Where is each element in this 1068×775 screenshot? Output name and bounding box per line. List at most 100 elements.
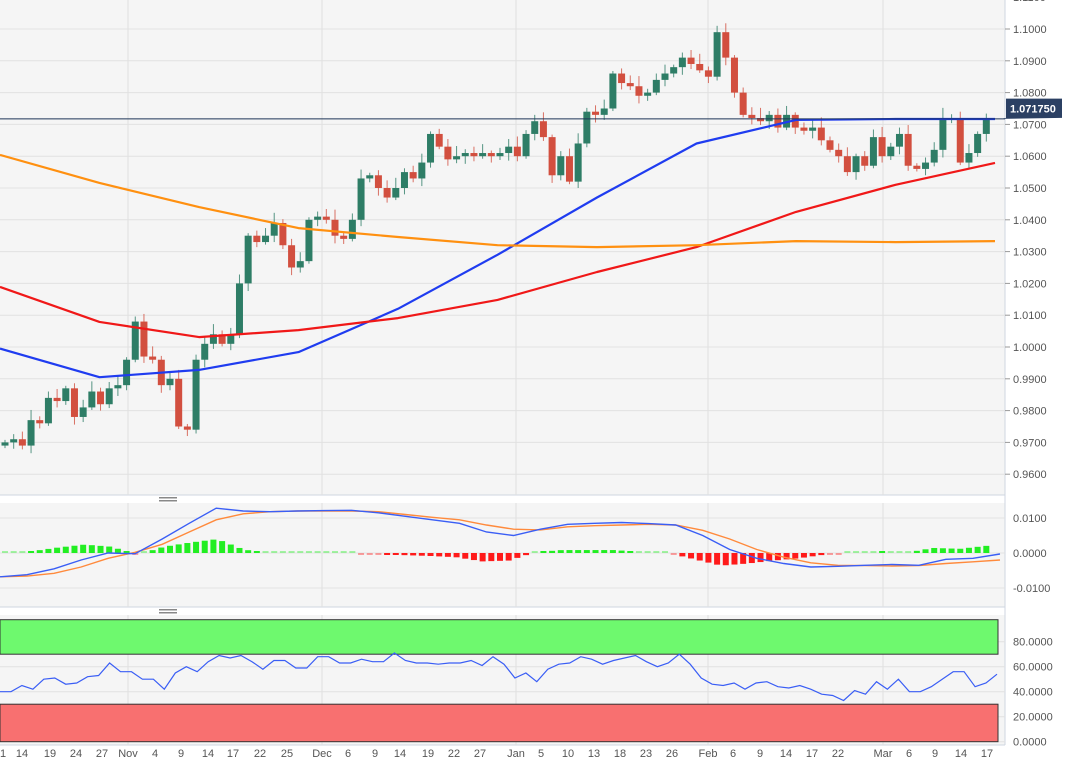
candle-body — [531, 121, 539, 134]
candle — [218, 330, 226, 347]
candle — [453, 146, 461, 164]
macd-histogram-bar — [158, 547, 165, 553]
macd-histogram-bar — [410, 553, 417, 556]
candle-body — [131, 321, 139, 360]
y-tick-label: 1.0800 — [1013, 88, 1047, 100]
macd-histogram-bar — [514, 553, 521, 558]
candle — [322, 208, 330, 224]
x-tick-label: Mar — [874, 748, 893, 760]
macd-histogram-bar — [88, 545, 95, 553]
candle-body — [574, 143, 582, 182]
macd-histogram-bar — [905, 551, 912, 553]
candle — [192, 354, 200, 434]
candle-body — [279, 222, 287, 246]
rsi-line-path — [0, 652, 998, 702]
candle — [704, 66, 712, 84]
candle-body — [427, 133, 435, 163]
macd-histogram-bar — [219, 541, 226, 553]
candle — [809, 119, 817, 139]
candle — [913, 163, 921, 172]
x-tick-label: 6 — [345, 748, 351, 760]
candle — [513, 136, 521, 162]
x-tick-label: 18 — [614, 748, 626, 760]
candle-body — [418, 162, 426, 179]
candle — [357, 169, 365, 227]
macd-histogram-bar — [618, 550, 625, 553]
candle-body — [262, 235, 270, 243]
macd-histogram-bar — [931, 547, 938, 553]
candle-body — [209, 334, 217, 344]
candle — [88, 381, 96, 410]
candle — [626, 75, 634, 91]
resize-handle-icon[interactable] — [159, 497, 177, 502]
candle-body — [956, 118, 964, 163]
oversold-zone — [0, 703, 999, 743]
candle — [166, 372, 174, 391]
candle-body — [869, 137, 877, 166]
candle — [774, 108, 782, 133]
candle-body — [757, 118, 765, 122]
macd-histogram-bar — [19, 551, 26, 553]
candle — [869, 129, 877, 169]
macd-histogram-bar — [540, 551, 547, 553]
candle-body — [539, 121, 547, 138]
candle — [418, 153, 426, 187]
macd-histogram-bar — [279, 551, 286, 553]
candle-body — [982, 118, 990, 134]
candle — [826, 136, 834, 153]
macd-histogram-bar — [305, 551, 312, 553]
macd-histogram-bar — [627, 551, 634, 553]
candle-body — [1, 442, 9, 446]
macd-histogram-bar — [71, 545, 78, 553]
candle — [175, 369, 183, 430]
candle — [487, 150, 495, 163]
candle — [435, 128, 443, 150]
candle-body — [97, 391, 105, 405]
last-price-marker: 1.071750 — [0, 98, 1062, 120]
candle — [748, 107, 756, 125]
x-tick-label: 22 — [832, 748, 844, 760]
macd-histogram-bar — [731, 553, 738, 565]
candle-body — [44, 397, 52, 424]
candle-body — [340, 235, 348, 239]
candle-body — [939, 118, 947, 150]
candle — [730, 55, 738, 98]
candle-body — [88, 391, 96, 408]
candle-body — [730, 57, 738, 93]
x-tick-label: 9 — [178, 748, 184, 760]
macd-histogram-bar — [705, 553, 712, 563]
x-tick-label: 10 — [562, 748, 574, 760]
candle-body — [331, 219, 339, 236]
candle-body — [400, 172, 408, 188]
macd-histogram-bar — [340, 551, 347, 553]
candle — [331, 209, 339, 244]
candle — [288, 238, 296, 276]
resize-handle-icon[interactable] — [159, 609, 177, 614]
candle-body — [609, 73, 617, 109]
macd-histogram-bar — [688, 553, 695, 559]
candle-body — [123, 359, 131, 386]
macd-histogram — [2, 539, 990, 566]
candle-body — [548, 137, 556, 176]
candle — [27, 409, 35, 454]
rsi-tick-label: 0.0000 — [1013, 737, 1047, 749]
x-tick-label: 13 — [588, 748, 600, 760]
ma-orange-line — [0, 153, 996, 249]
candle-body — [922, 162, 930, 169]
macd-histogram-bar — [662, 551, 668, 553]
rsi-tick-label: 80.0000 — [1013, 637, 1053, 649]
macd-histogram-bar — [36, 550, 43, 553]
x-tick-label: 14 — [955, 748, 967, 760]
macd-histogram-bar — [505, 553, 512, 561]
y-tick-label: 1.0600 — [1013, 151, 1047, 163]
candle-body — [36, 420, 44, 424]
macd-histogram-bar — [679, 553, 686, 557]
candle-body — [366, 175, 374, 179]
macd-histogram-bar — [236, 547, 243, 553]
price-panel[interactable] — [0, 0, 1005, 495]
candle-body — [70, 388, 78, 417]
candle-body — [192, 359, 200, 430]
candle — [652, 73, 660, 96]
macd-histogram-bar — [384, 553, 391, 555]
candle — [62, 385, 70, 405]
